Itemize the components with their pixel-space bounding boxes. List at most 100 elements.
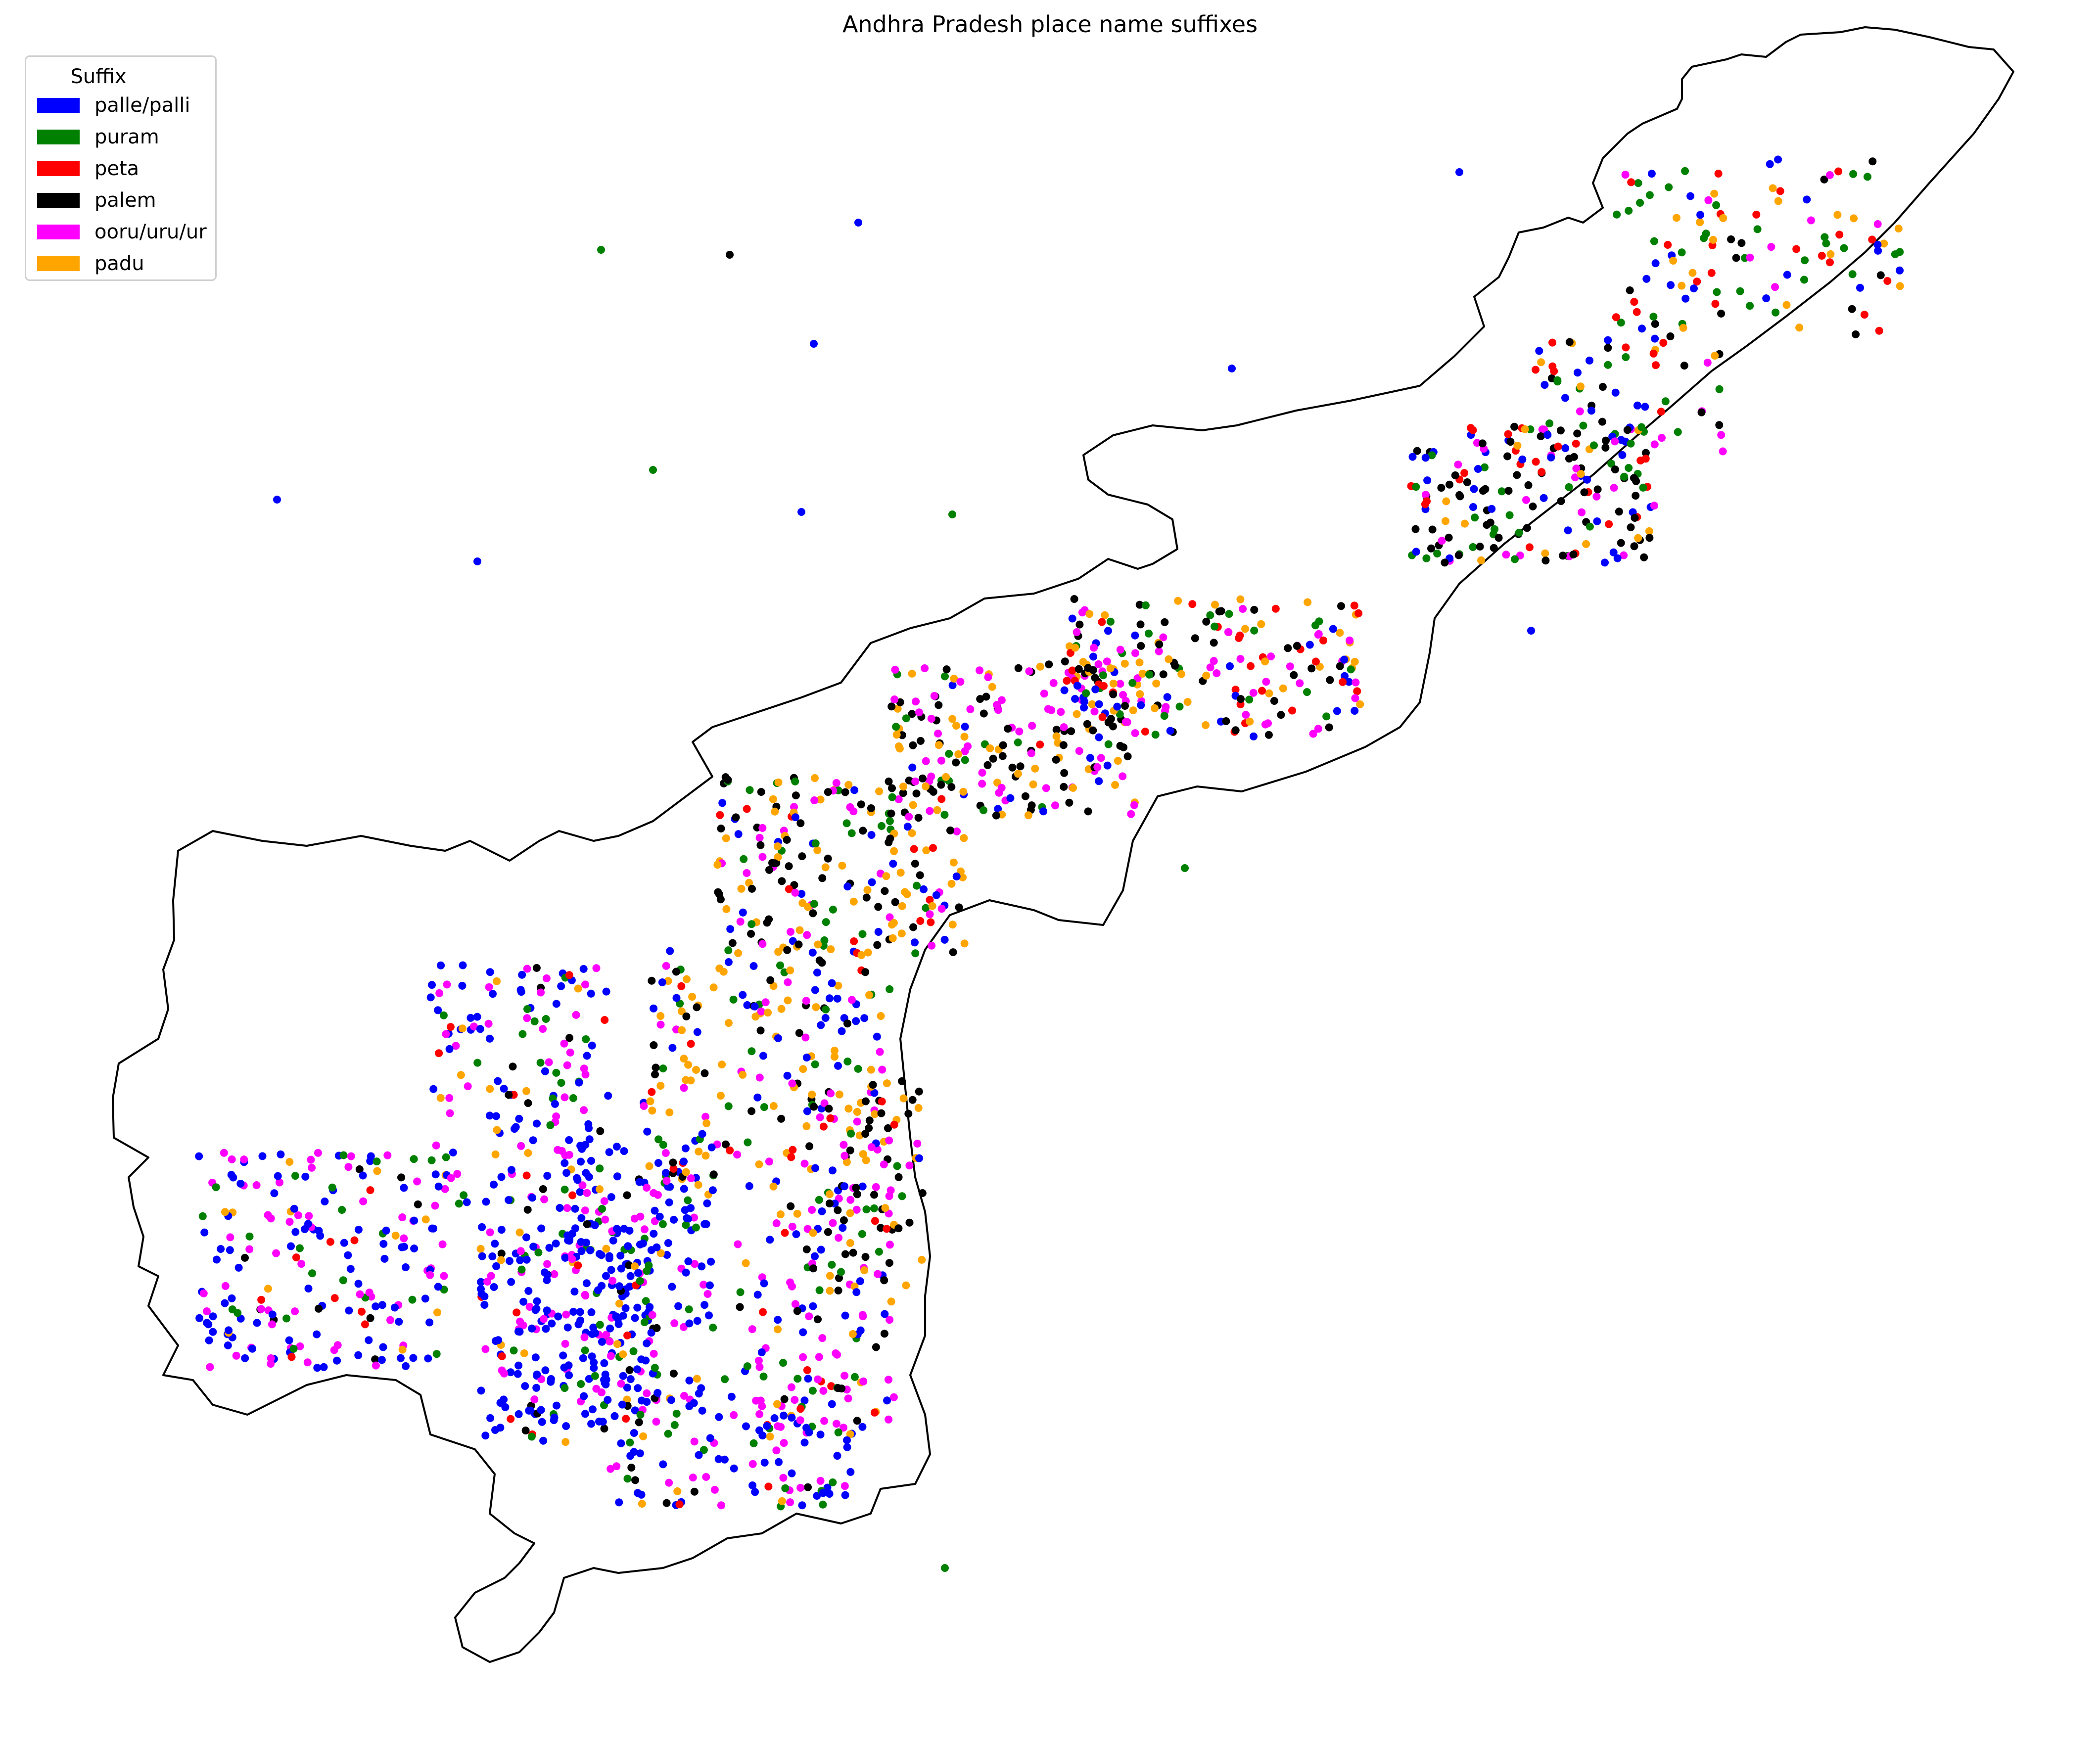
place-marker [757, 1348, 766, 1356]
place-marker [800, 1396, 809, 1405]
place-marker [1202, 617, 1211, 626]
place-marker [814, 1315, 822, 1324]
place-marker [551, 1100, 559, 1108]
place-marker [515, 1328, 524, 1336]
place-marker [615, 1299, 623, 1308]
place-marker [1840, 244, 1848, 252]
place-marker [1264, 719, 1272, 728]
place-marker [507, 1166, 515, 1174]
place-marker [852, 1288, 861, 1296]
place-marker [798, 1501, 806, 1510]
place-marker [840, 1482, 849, 1490]
place-marker [945, 749, 953, 758]
place-marker [899, 1094, 908, 1103]
place-marker [446, 1023, 455, 1031]
place-marker [843, 1058, 852, 1065]
place-marker [781, 1229, 789, 1237]
place-marker [398, 1213, 407, 1221]
place-marker [297, 1260, 306, 1268]
place-marker [796, 1416, 804, 1425]
place-marker [1098, 713, 1107, 721]
place-marker [846, 1430, 854, 1438]
place-marker [908, 669, 916, 678]
place-marker [662, 1177, 671, 1185]
place-marker [1532, 458, 1540, 466]
place-marker [705, 1281, 714, 1290]
place-marker [604, 1092, 612, 1100]
place-marker [1103, 657, 1111, 666]
place-marker [760, 1103, 768, 1111]
place-marker [846, 1468, 855, 1476]
place-marker [937, 781, 945, 789]
place-marker [1611, 465, 1619, 474]
place-marker [1083, 720, 1091, 728]
place-marker [950, 674, 958, 683]
place-marker [538, 1418, 546, 1426]
place-marker [228, 1294, 236, 1302]
place-marker [769, 1102, 778, 1110]
place-marker [756, 1026, 765, 1035]
place-marker [640, 1102, 648, 1110]
place-marker [849, 807, 858, 816]
place-marker [718, 1061, 726, 1069]
place-marker [228, 1305, 236, 1314]
place-marker [248, 1344, 256, 1353]
place-marker [780, 1411, 788, 1420]
place-marker [922, 846, 931, 855]
place-marker [798, 852, 806, 861]
place-marker [514, 1410, 523, 1418]
place-marker [623, 1384, 631, 1392]
place-marker [665, 1198, 673, 1206]
place-marker [848, 1330, 857, 1338]
place-marker [1561, 394, 1569, 402]
place-marker [541, 1366, 550, 1375]
place-marker [740, 855, 748, 863]
place-marker [1550, 367, 1558, 375]
place-marker [580, 1064, 588, 1073]
place-marker [1617, 436, 1625, 444]
place-marker [320, 1363, 328, 1371]
place-marker [748, 1325, 756, 1334]
place-marker [601, 1370, 609, 1379]
place-marker [941, 1564, 949, 1572]
place-marker [602, 987, 610, 996]
place-marker [548, 1319, 556, 1328]
place-marker [827, 1089, 835, 1098]
place-marker [1532, 366, 1540, 374]
place-marker [308, 1269, 316, 1278]
place-marker [1024, 811, 1032, 820]
place-marker [919, 774, 927, 783]
place-marker [340, 1239, 348, 1247]
place-marker [1109, 680, 1118, 688]
place-marker [1522, 496, 1530, 504]
place-marker [952, 758, 960, 767]
place-marker [1874, 246, 1882, 255]
place-marker [552, 1112, 560, 1120]
place-marker [1776, 187, 1784, 195]
place-marker [1127, 810, 1135, 818]
place-marker [922, 757, 930, 765]
place-marker [793, 1209, 801, 1218]
place-marker [443, 980, 451, 989]
place-marker [1131, 649, 1139, 657]
place-marker [1652, 361, 1660, 369]
place-marker [473, 557, 481, 565]
place-marker [355, 1165, 364, 1173]
place-marker [724, 958, 733, 966]
place-marker [653, 1389, 662, 1397]
place-marker [777, 1005, 786, 1013]
place-marker [904, 1109, 913, 1118]
place-marker [1711, 300, 1720, 308]
place-marker [436, 1094, 445, 1102]
place-marker [1503, 452, 1512, 461]
place-marker [1235, 634, 1243, 642]
place-marker [737, 884, 746, 893]
place-marker [1820, 233, 1829, 241]
place-marker [1571, 473, 1579, 482]
place-marker [481, 1431, 490, 1440]
place-marker [635, 1418, 643, 1427]
place-marker [497, 1256, 505, 1264]
place-marker [1693, 277, 1701, 286]
place-marker [577, 1238, 585, 1246]
place-marker [1241, 625, 1249, 633]
